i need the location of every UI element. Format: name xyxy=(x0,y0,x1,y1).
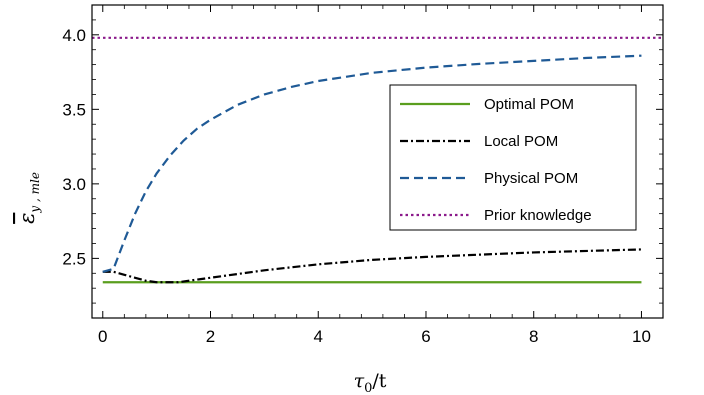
y-axis-label: εy , mle xyxy=(15,172,42,224)
y-tick-label: 4.0 xyxy=(62,26,86,45)
x-tick-label: 10 xyxy=(632,327,651,346)
x-tick-label: 8 xyxy=(529,327,538,346)
x-axis-label-tail: /t xyxy=(372,370,386,392)
y-axis-label-sub: y , mle xyxy=(28,172,42,214)
series-line-local-pom xyxy=(102,248,642,284)
legend-item: Physical POM xyxy=(400,170,578,187)
legend-box xyxy=(389,84,637,231)
legend-label: Physical POM xyxy=(484,170,578,187)
y-tick-label: 3.5 xyxy=(62,100,86,119)
x-axis-label-main: τ xyxy=(354,370,365,392)
ticks-layer: 0 2 4 6 8 10 2.5 3.0 3.5 4.0 xyxy=(62,4,663,346)
series-layer xyxy=(92,36,663,284)
legend-items: Optimal POM Local POM Physical POM Prior kn… xyxy=(400,96,592,224)
legend-label: Local POM xyxy=(484,133,558,150)
legend-item: Local POM xyxy=(400,133,558,150)
x-tick-label: 4 xyxy=(314,327,323,346)
x-tick-label: 0 xyxy=(98,327,107,346)
y-tick-label: 3.0 xyxy=(62,175,86,194)
x-axis-label: τ0/t xyxy=(354,370,387,395)
y-tick-label: 2.5 xyxy=(62,249,86,268)
series-line-physical-pom xyxy=(102,54,642,273)
y-axis-label-main: ε xyxy=(15,213,39,224)
plot-frame xyxy=(91,4,664,319)
legend-label: Prior knowledge xyxy=(484,207,592,224)
x-axis-label-sub: 0 xyxy=(364,381,372,395)
x-tick-label: 6 xyxy=(421,327,430,346)
legend: Optimal POM Local POM Physical POM Prior kn… xyxy=(389,84,637,231)
x-tick-label: 2 xyxy=(206,327,215,346)
legend-item: Prior knowledge xyxy=(400,207,592,224)
frame-layer xyxy=(91,4,664,319)
legend-label: Optimal POM xyxy=(484,96,574,113)
legend-item: Optimal POM xyxy=(400,96,574,113)
